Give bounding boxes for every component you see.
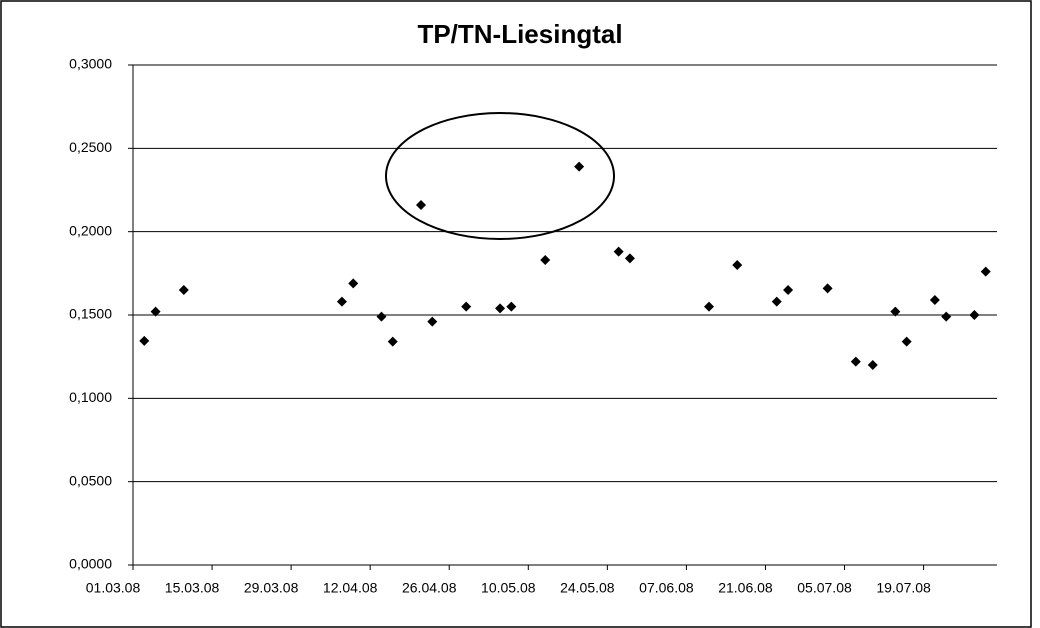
point xyxy=(980,266,991,277)
y-tick-label: 0,0000 xyxy=(69,556,112,572)
y-tick-label: 0,2000 xyxy=(69,222,112,238)
point xyxy=(732,260,743,270)
y-tick-label: 0,0500 xyxy=(69,472,112,488)
y-tick-label: 0,3000 xyxy=(69,56,112,72)
x-tick-label: 05.07.08 xyxy=(797,580,852,596)
point xyxy=(416,200,426,210)
x-tick-label: 24.05.08 xyxy=(560,580,615,596)
point xyxy=(941,311,952,322)
point xyxy=(771,296,782,307)
point xyxy=(495,303,506,314)
point xyxy=(624,253,635,264)
point xyxy=(890,306,901,317)
x-tick-label: 21.06.08 xyxy=(718,580,773,596)
point xyxy=(461,301,472,312)
point xyxy=(613,246,624,257)
point xyxy=(348,278,359,289)
point xyxy=(867,360,878,370)
point xyxy=(387,336,398,347)
point xyxy=(822,283,833,294)
y-tick-label: 0,1500 xyxy=(69,306,112,322)
point xyxy=(376,311,387,322)
x-tick-label: 07.06.08 xyxy=(639,580,694,596)
x-tick-label: 26.04.08 xyxy=(402,580,457,596)
point xyxy=(574,161,585,172)
point xyxy=(150,306,161,317)
point xyxy=(506,301,517,312)
x-tick-label: 12.04.08 xyxy=(323,580,378,596)
x-tick-label: 01.03.08 xyxy=(86,580,141,596)
point xyxy=(969,310,980,320)
point xyxy=(139,335,150,346)
point xyxy=(704,301,714,312)
point xyxy=(929,295,940,305)
point xyxy=(901,336,912,347)
point xyxy=(850,356,861,367)
point xyxy=(336,296,347,307)
y-tick-label: 0,2500 xyxy=(69,139,112,155)
y-tick-label: 0,1000 xyxy=(69,389,112,405)
x-tick-label: 29.03.08 xyxy=(244,580,299,596)
point xyxy=(783,285,794,295)
point xyxy=(427,316,438,327)
chart-title: TP/TN-Liesingtal xyxy=(417,19,622,49)
x-tick-label: 15.03.08 xyxy=(165,580,220,596)
point xyxy=(540,255,551,265)
highlight-ellipse xyxy=(385,112,615,240)
x-tick-label: 19.07.08 xyxy=(876,580,931,596)
x-tick-label: 10.05.08 xyxy=(481,580,536,596)
point xyxy=(178,285,189,295)
